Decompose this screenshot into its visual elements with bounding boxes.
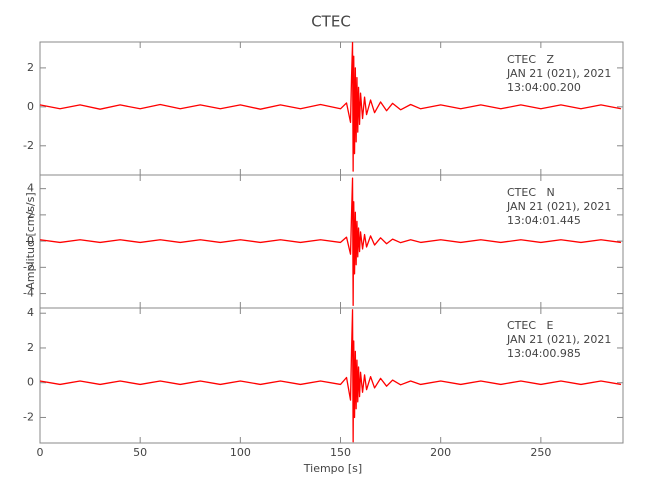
annotation: 13:04:01.445	[507, 214, 581, 227]
waveform	[39, 309, 622, 443]
y-tick-label: 4	[27, 306, 34, 319]
x-tick-label: 100	[230, 446, 251, 459]
y-tick-label: 0	[27, 376, 34, 389]
annotation: CTEC Z	[507, 53, 555, 66]
y-tick-label: -2	[23, 260, 34, 273]
x-axis-label: Tiempo [s]	[303, 462, 362, 475]
annotation: CTEC N	[507, 186, 555, 199]
x-tick-label: 50	[133, 446, 147, 459]
y-tick-label: -2	[23, 139, 34, 152]
annotation: 13:04:00.200	[507, 81, 581, 94]
y-tick-label: 2	[27, 341, 34, 354]
y-tick-label: 0	[27, 100, 34, 113]
y-tick-label: -2	[23, 410, 34, 423]
y-tick-label: 2	[27, 61, 34, 74]
y-tick-label: 2	[27, 208, 34, 221]
annotation: 13:04:00.985	[507, 347, 581, 360]
x-tick-label: 200	[430, 446, 451, 459]
annotation: JAN 21 (021), 2021	[506, 333, 611, 346]
annotation: JAN 21 (021), 2021	[506, 200, 611, 213]
panel-frame	[39, 307, 624, 444]
x-tick-label: 150	[330, 446, 351, 459]
waveform	[39, 177, 622, 307]
y-axis-label: Amplitud [cm/s/s]	[24, 192, 37, 289]
chart-title: CTEC	[311, 13, 351, 31]
annotation: JAN 21 (021), 2021	[506, 67, 611, 80]
y-tick-label: 0	[27, 234, 34, 247]
annotation: CTEC E	[507, 319, 554, 332]
y-tick-label: 4	[27, 182, 34, 195]
x-tick-label: 0	[37, 446, 44, 459]
y-tick-label: -4	[23, 287, 34, 300]
waveform	[39, 41, 622, 172]
x-tick-label: 250	[530, 446, 551, 459]
